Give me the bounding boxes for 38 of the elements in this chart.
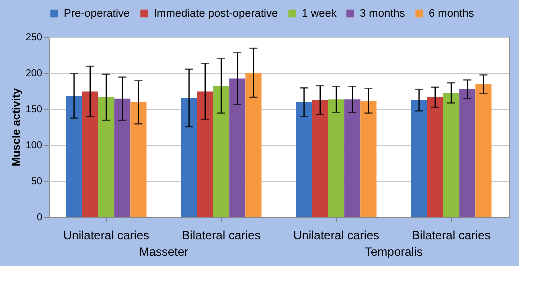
y-tick-label: 150 xyxy=(26,104,43,116)
x-tick-label: Bilateral caries xyxy=(182,228,261,242)
bar xyxy=(230,78,246,217)
bar xyxy=(82,92,98,217)
text: Temporalis xyxy=(364,245,424,259)
bar xyxy=(460,90,476,217)
bar xyxy=(296,102,312,217)
bar xyxy=(443,93,460,217)
bar xyxy=(98,97,115,217)
bar xyxy=(66,96,82,217)
y-tick-label: 0 xyxy=(36,212,43,224)
bar xyxy=(246,73,262,217)
y-tick-label: 250 xyxy=(26,32,43,44)
x-tick-label: Unilateral caries xyxy=(293,228,380,242)
bar xyxy=(197,92,214,217)
x-tick-label: Bilateral caries xyxy=(412,228,491,242)
text: Masseter xyxy=(139,245,189,259)
bar xyxy=(213,86,230,217)
legend-label: Pre-operative xyxy=(64,8,130,20)
bar xyxy=(181,98,198,217)
legend-label: 3 months xyxy=(360,8,406,20)
bar xyxy=(344,100,361,217)
y-tick-label: 50 xyxy=(31,176,43,188)
bar xyxy=(328,100,345,217)
bar xyxy=(360,101,377,217)
x-tick-label: Unilateral caries xyxy=(63,228,150,242)
legend-label: 6 months xyxy=(429,8,475,20)
y-tick-label: 100 xyxy=(26,140,43,152)
y-tick-label: 200 xyxy=(26,68,43,80)
bar xyxy=(411,100,428,217)
bar xyxy=(476,84,492,217)
legend-label: Immediate post-operative xyxy=(154,8,278,20)
y-axis-title: Muscle activity xyxy=(10,87,23,167)
bar xyxy=(312,100,328,217)
bar xyxy=(427,97,444,217)
legend-label: 1 week xyxy=(302,8,338,20)
bar xyxy=(114,98,131,217)
bar xyxy=(130,102,147,217)
